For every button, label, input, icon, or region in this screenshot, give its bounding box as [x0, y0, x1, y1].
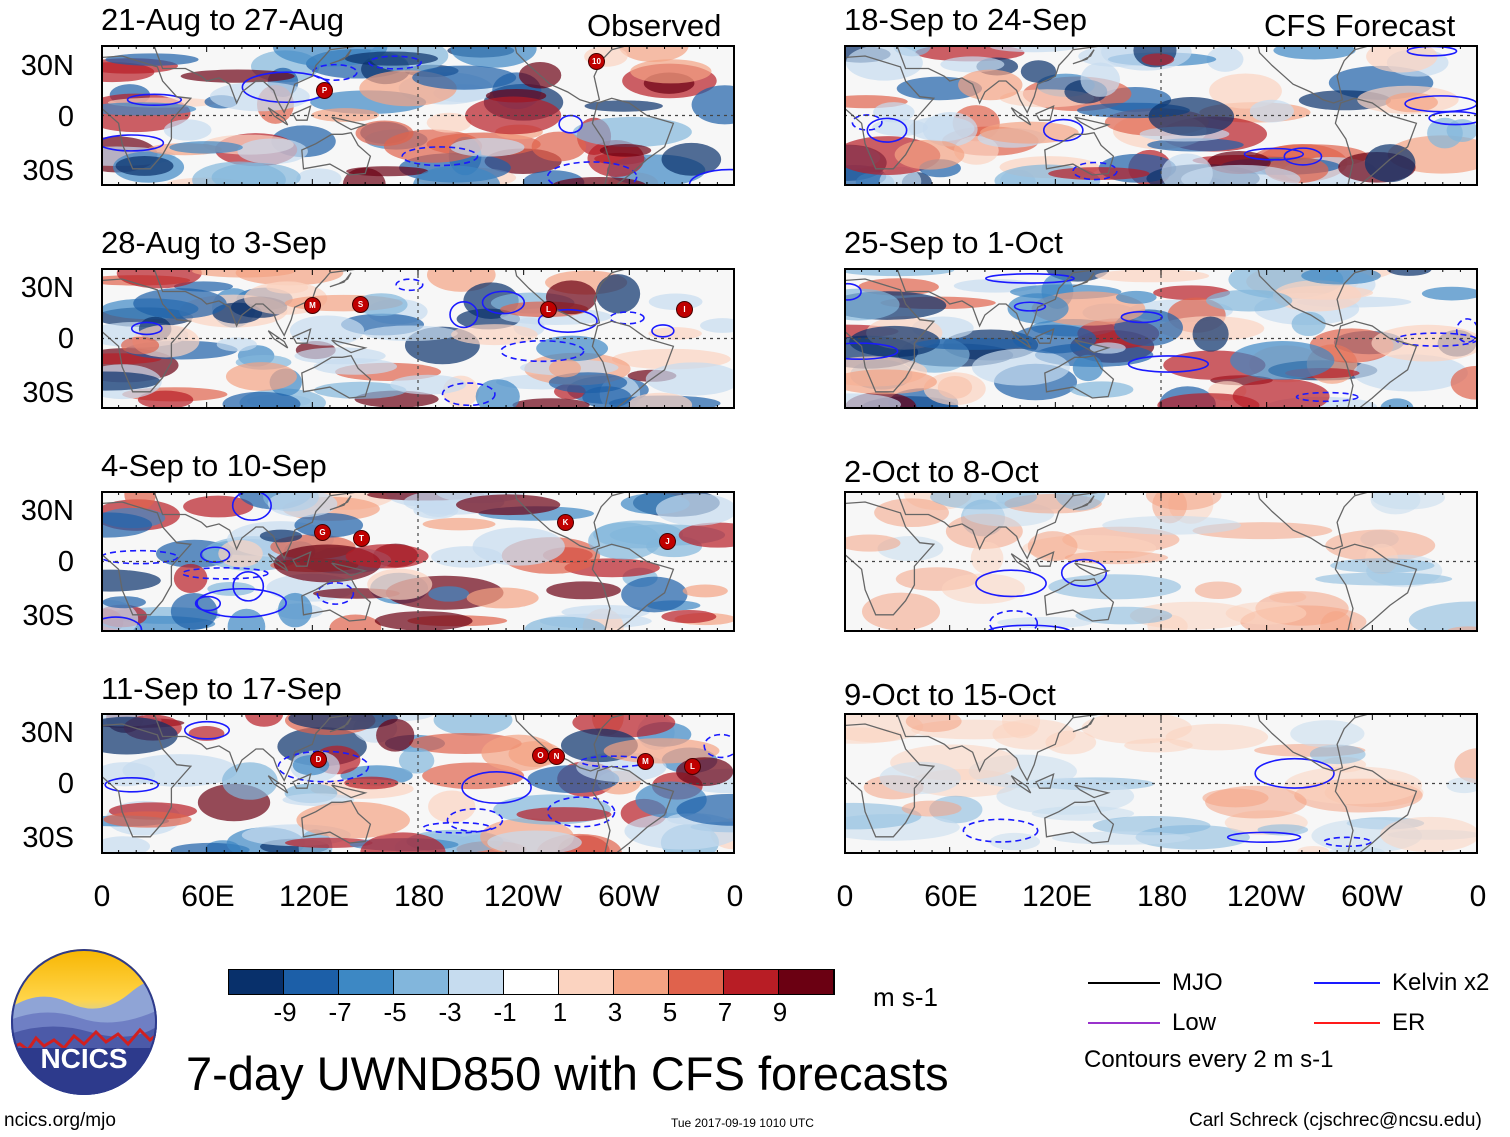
- legend-mjo-line: [1088, 982, 1160, 984]
- footer-url: ncics.org/mjo: [4, 1110, 116, 1131]
- colorbar-label: -7: [328, 997, 352, 1027]
- colorbar-label: 5: [662, 997, 678, 1027]
- colorbar-swatch: [229, 970, 284, 994]
- colorbar-swatch: [724, 970, 779, 994]
- legend-kelvin-label: Kelvin x2: [1392, 969, 1490, 996]
- colorbar: [228, 969, 835, 995]
- lon-label: 120W: [483, 880, 563, 913]
- map-panel-forecast-3: [844, 491, 1478, 632]
- lon-label: 180: [393, 880, 445, 913]
- map-panel-observed-4: [101, 713, 735, 854]
- storm-marker: 10: [588, 53, 605, 70]
- map-panel-forecast-2: [844, 268, 1478, 409]
- colorbar-swatch: [449, 970, 504, 994]
- forecast-panel-1-title: 18-Sep to 24-Sep: [844, 2, 1088, 37]
- colorbar-label: 9: [772, 997, 788, 1027]
- observed-panel-2-title: 28-Aug to 3-Sep: [101, 225, 327, 260]
- colorbar-label: -1: [493, 997, 517, 1027]
- map-panel-observed-1: [101, 45, 735, 186]
- storm-marker: O: [532, 747, 549, 764]
- colorbar-swatch: [779, 970, 834, 994]
- colorbar-swatch: [504, 970, 559, 994]
- footer-author: Carl Schreck (cjschrec@ncsu.edu): [1189, 1110, 1482, 1131]
- legend-kelvin-line: [1314, 982, 1380, 984]
- colorbar-label: -5: [383, 997, 407, 1027]
- lon-label: 120W: [1226, 880, 1306, 913]
- ncics-logo: NCICS: [10, 948, 158, 1096]
- lat-label-eq: 0: [57, 101, 74, 133]
- lat-label-30s: 30S: [22, 377, 74, 409]
- map-panel-forecast-1: [844, 45, 1478, 186]
- lat-label-30s: 30S: [22, 155, 74, 187]
- storm-marker: T: [353, 530, 370, 547]
- lon-label: 60E: [924, 880, 978, 913]
- lat-label-eq: 0: [57, 323, 74, 355]
- lat-label-30s: 30S: [22, 822, 74, 854]
- storm-marker: M: [637, 753, 654, 770]
- forecast-panel-3-title: 2-Oct to 8-Oct: [844, 454, 1039, 489]
- colorbar-units: m s-1: [873, 982, 938, 1012]
- legend-er-line: [1314, 1022, 1380, 1024]
- lat-label-eq: 0: [57, 546, 74, 578]
- lon-label: 60W: [598, 880, 660, 913]
- lat-label-30s: 30S: [22, 600, 74, 632]
- storm-marker: S: [352, 296, 369, 313]
- map-panel-forecast-4: [844, 713, 1478, 854]
- lat-label-30n: 30N: [20, 717, 74, 749]
- colorbar-label: -3: [438, 997, 462, 1027]
- figure-title: 7-day UWND850 with CFS forecasts: [186, 1047, 949, 1100]
- lon-label: 60E: [181, 880, 235, 913]
- forecast-panel-2-title: 25-Sep to 1-Oct: [844, 225, 1063, 260]
- storm-marker: J: [659, 533, 676, 550]
- legend-er-label: ER: [1392, 1009, 1426, 1036]
- lon-label: 0: [1469, 880, 1487, 913]
- lat-label-30n: 30N: [20, 50, 74, 82]
- legend-mjo-label: MJO: [1172, 969, 1223, 996]
- map-panel-observed-3: [101, 491, 735, 632]
- colorbar-label: 3: [607, 997, 623, 1027]
- legend-low-label: Low: [1172, 1009, 1217, 1036]
- forecast-label: CFS Forecast: [1264, 8, 1456, 43]
- colorbar-swatch: [339, 970, 394, 994]
- lon-label: 120E: [278, 880, 350, 913]
- footer-timestamp: Tue 2017-09-19 1010 UTC: [671, 1116, 814, 1130]
- lon-label: 180: [1136, 880, 1188, 913]
- storm-marker: G: [314, 524, 331, 541]
- storm-marker: K: [557, 514, 574, 531]
- observed-panel-1-title: 21-Aug to 27-Aug: [101, 2, 345, 37]
- observed-label: Observed: [587, 8, 722, 43]
- storm-marker: L: [684, 758, 701, 775]
- storm-marker: D: [310, 751, 327, 768]
- colorbar-label: 7: [717, 997, 733, 1027]
- legend-contour-note: Contours every 2 m s-1: [1084, 1046, 1334, 1073]
- forecast-panel-4-title: 9-Oct to 15-Oct: [844, 677, 1056, 712]
- lon-label: 60W: [1341, 880, 1403, 913]
- lon-label: 120E: [1021, 880, 1093, 913]
- colorbar-swatch: [614, 970, 669, 994]
- colorbar-swatch: [669, 970, 724, 994]
- lon-label: 0: [726, 880, 744, 913]
- colorbar-label: -9: [273, 997, 297, 1027]
- colorbar-swatch: [284, 970, 339, 994]
- colorbar-label: 1: [552, 997, 568, 1027]
- storm-marker: I: [676, 301, 693, 318]
- storm-marker: N: [548, 748, 565, 765]
- lat-label-30n: 30N: [20, 495, 74, 527]
- colorbar-swatch: [394, 970, 449, 994]
- observed-panel-4-title: 11-Sep to 17-Sep: [101, 671, 342, 706]
- observed-panel-3-title: 4-Sep to 10-Sep: [101, 448, 327, 483]
- colorbar-swatch: [559, 970, 614, 994]
- storm-marker: M: [304, 297, 321, 314]
- storm-marker: L: [540, 301, 557, 318]
- lon-label: 0: [93, 880, 111, 913]
- legend-low-line: [1088, 1022, 1160, 1024]
- lat-label-30n: 30N: [20, 272, 74, 304]
- storm-marker: P: [316, 82, 333, 99]
- lon-label: 0: [836, 880, 854, 913]
- logo-text: NCICS: [40, 1043, 127, 1074]
- lat-label-eq: 0: [57, 768, 74, 800]
- map-panel-observed-2: [101, 268, 735, 409]
